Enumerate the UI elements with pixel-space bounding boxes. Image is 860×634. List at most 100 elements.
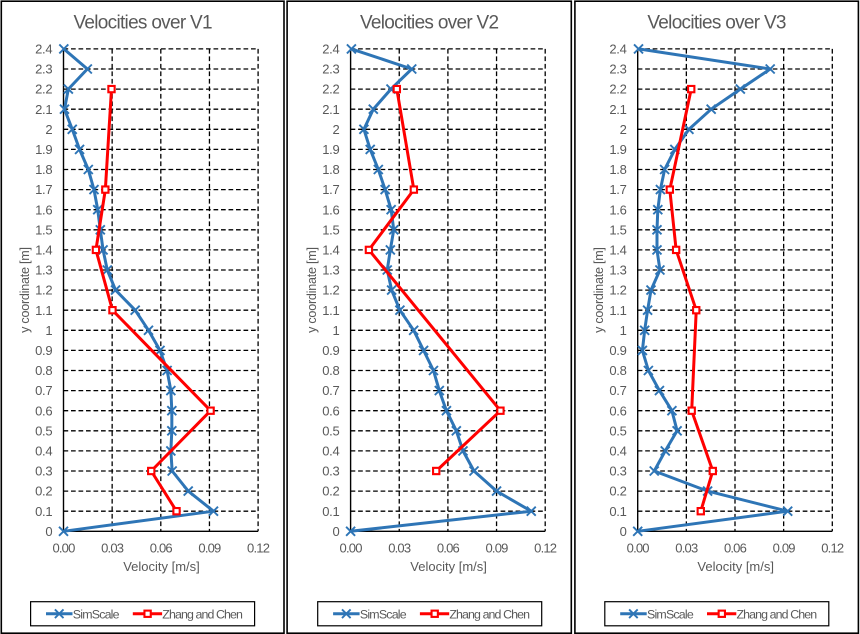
svg-text:0.4: 0.4 bbox=[35, 444, 52, 459]
svg-text:1.3: 1.3 bbox=[609, 263, 626, 278]
svg-text:0: 0 bbox=[332, 524, 339, 539]
svg-text:0.09: 0.09 bbox=[485, 540, 508, 555]
svg-text:0.1: 0.1 bbox=[609, 504, 626, 519]
svg-text:1.1: 1.1 bbox=[35, 303, 52, 318]
svg-text:Zhang and Chen: Zhang and Chen bbox=[162, 608, 243, 622]
svg-text:0.3: 0.3 bbox=[35, 464, 52, 479]
svg-text:0.2: 0.2 bbox=[322, 484, 339, 499]
svg-text:1: 1 bbox=[620, 323, 627, 338]
svg-text:y coordinate [m]: y coordinate [m] bbox=[305, 247, 319, 333]
svg-text:1.8: 1.8 bbox=[322, 162, 339, 177]
svg-text:2: 2 bbox=[332, 122, 339, 137]
svg-text:1.9: 1.9 bbox=[35, 142, 52, 157]
svg-text:1.6: 1.6 bbox=[609, 202, 626, 217]
svg-text:1.5: 1.5 bbox=[35, 222, 52, 237]
svg-text:1.7: 1.7 bbox=[35, 182, 52, 197]
svg-text:0.4: 0.4 bbox=[609, 444, 626, 459]
svg-text:1: 1 bbox=[45, 323, 52, 338]
svg-text:0.2: 0.2 bbox=[609, 484, 626, 499]
svg-text:0: 0 bbox=[620, 524, 627, 539]
svg-text:0.00: 0.00 bbox=[52, 540, 75, 555]
svg-text:1.1: 1.1 bbox=[609, 303, 626, 318]
svg-text:0.8: 0.8 bbox=[609, 363, 626, 378]
svg-text:1.7: 1.7 bbox=[609, 182, 626, 197]
svg-text:1: 1 bbox=[332, 323, 339, 338]
svg-text:2: 2 bbox=[620, 122, 627, 137]
svg-text:1.2: 1.2 bbox=[609, 283, 626, 298]
svg-text:0.03: 0.03 bbox=[388, 540, 411, 555]
svg-text:0.9: 0.9 bbox=[322, 343, 339, 358]
svg-text:2.1: 2.1 bbox=[35, 102, 52, 117]
svg-text:0.12: 0.12 bbox=[821, 540, 844, 555]
svg-text:1.1: 1.1 bbox=[322, 303, 339, 318]
svg-text:Velocities over V3: Velocities over V3 bbox=[647, 12, 786, 33]
svg-text:1.9: 1.9 bbox=[322, 142, 339, 157]
svg-text:0.2: 0.2 bbox=[35, 484, 52, 499]
svg-text:2.1: 2.1 bbox=[322, 102, 339, 117]
svg-text:0.3: 0.3 bbox=[322, 464, 339, 479]
svg-text:1.3: 1.3 bbox=[35, 263, 52, 278]
svg-text:SimScale: SimScale bbox=[73, 608, 120, 622]
svg-text:1.2: 1.2 bbox=[35, 283, 52, 298]
svg-text:2.1: 2.1 bbox=[609, 102, 626, 117]
svg-text:0.5: 0.5 bbox=[322, 423, 339, 438]
svg-text:0.06: 0.06 bbox=[724, 540, 747, 555]
svg-text:0.06: 0.06 bbox=[437, 540, 460, 555]
svg-text:Zhang and Chen: Zhang and Chen bbox=[449, 608, 530, 622]
svg-text:0.00: 0.00 bbox=[627, 540, 650, 555]
svg-text:0.1: 0.1 bbox=[35, 504, 52, 519]
svg-text:0.7: 0.7 bbox=[322, 383, 339, 398]
svg-text:0.9: 0.9 bbox=[609, 343, 626, 358]
svg-text:1.7: 1.7 bbox=[322, 182, 339, 197]
svg-text:Velocity [m/s]: Velocity [m/s] bbox=[697, 559, 774, 574]
svg-text:2.2: 2.2 bbox=[35, 82, 52, 97]
svg-text:Zhang and Chen: Zhang and Chen bbox=[737, 608, 818, 622]
svg-text:0.12: 0.12 bbox=[247, 540, 270, 555]
svg-text:0.3: 0.3 bbox=[609, 464, 626, 479]
svg-text:0.7: 0.7 bbox=[35, 383, 52, 398]
svg-text:1.5: 1.5 bbox=[609, 222, 626, 237]
svg-text:0.4: 0.4 bbox=[322, 444, 339, 459]
svg-text:2.3: 2.3 bbox=[609, 62, 626, 77]
svg-text:1.6: 1.6 bbox=[35, 202, 52, 217]
svg-text:0.8: 0.8 bbox=[322, 363, 339, 378]
svg-text:0.6: 0.6 bbox=[609, 403, 626, 418]
svg-text:Velocity [m/s]: Velocity [m/s] bbox=[410, 559, 487, 574]
svg-text:0.03: 0.03 bbox=[101, 540, 124, 555]
svg-text:SimScale: SimScale bbox=[647, 608, 694, 622]
svg-text:2.2: 2.2 bbox=[322, 82, 339, 97]
svg-text:Velocities over V2: Velocities over V2 bbox=[360, 12, 499, 33]
svg-text:Velocity [m/s]: Velocity [m/s] bbox=[123, 559, 200, 574]
svg-text:0.09: 0.09 bbox=[773, 540, 796, 555]
svg-text:y coordinate [m]: y coordinate [m] bbox=[18, 247, 32, 333]
svg-text:2.4: 2.4 bbox=[35, 42, 52, 57]
svg-text:0.8: 0.8 bbox=[35, 363, 52, 378]
svg-text:SimScale: SimScale bbox=[360, 608, 407, 622]
svg-text:0.06: 0.06 bbox=[150, 540, 173, 555]
svg-text:1.4: 1.4 bbox=[609, 243, 626, 258]
svg-text:2.2: 2.2 bbox=[609, 82, 626, 97]
svg-text:2.3: 2.3 bbox=[35, 62, 52, 77]
svg-text:0.9: 0.9 bbox=[35, 343, 52, 358]
svg-text:1.8: 1.8 bbox=[35, 162, 52, 177]
svg-text:1.4: 1.4 bbox=[322, 243, 339, 258]
svg-text:1.9: 1.9 bbox=[609, 142, 626, 157]
svg-text:0.1: 0.1 bbox=[322, 504, 339, 519]
svg-text:0.00: 0.00 bbox=[340, 540, 363, 555]
svg-text:0.7: 0.7 bbox=[609, 383, 626, 398]
svg-text:2: 2 bbox=[45, 122, 52, 137]
svg-text:0.5: 0.5 bbox=[35, 423, 52, 438]
svg-text:1.4: 1.4 bbox=[35, 243, 52, 258]
svg-text:0.6: 0.6 bbox=[35, 403, 52, 418]
svg-text:0.6: 0.6 bbox=[322, 403, 339, 418]
svg-text:0.5: 0.5 bbox=[609, 423, 626, 438]
svg-text:1.2: 1.2 bbox=[322, 283, 339, 298]
svg-text:1.6: 1.6 bbox=[322, 202, 339, 217]
svg-text:2.4: 2.4 bbox=[322, 42, 339, 57]
svg-text:2.4: 2.4 bbox=[609, 42, 626, 57]
svg-text:0.03: 0.03 bbox=[675, 540, 698, 555]
svg-text:1.5: 1.5 bbox=[322, 222, 339, 237]
svg-text:y coordinate [m]: y coordinate [m] bbox=[592, 247, 606, 333]
svg-text:Velocities over V1: Velocities over V1 bbox=[73, 12, 212, 33]
svg-text:0.09: 0.09 bbox=[198, 540, 221, 555]
